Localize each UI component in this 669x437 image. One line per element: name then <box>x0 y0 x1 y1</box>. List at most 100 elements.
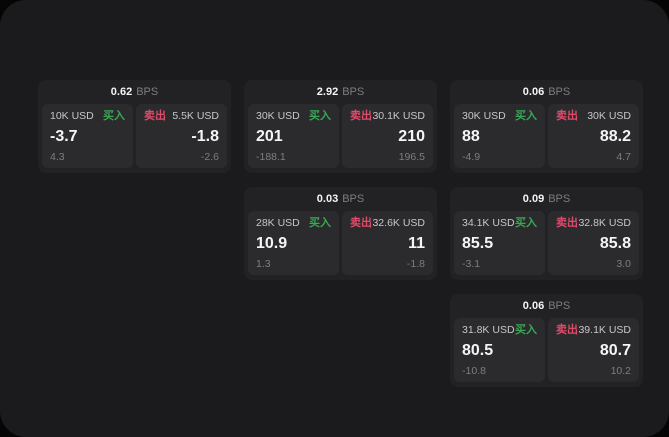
sell-size: 39.1K USD <box>578 324 631 337</box>
quote-card: 0.62 BPS 10K USD 买入 -3.7 4.3 卖出 5.5K USD… <box>38 80 231 173</box>
quote-card: 0.06 BPS 31.8K USD 买入 80.5 -10.8 卖出 39.1… <box>450 294 643 387</box>
buy-size: 30K USD <box>256 110 300 123</box>
sell-side-label: 卖出 <box>556 217 578 229</box>
buy-price: 201 <box>256 127 283 145</box>
sell-side-label: 卖出 <box>350 217 372 229</box>
spread-value: 0.03 <box>316 193 339 205</box>
buy-tile-top-row: 30K USD 买入 <box>256 111 331 122</box>
sell-price: 11 <box>408 234 425 252</box>
buy-tile-top-row: 34.1K USD 买入 <box>462 218 537 229</box>
buy-tile-top-row: 31.8K USD 买入 <box>462 325 537 336</box>
sell-quote-tile[interactable]: 卖出 30.1K USD 210 196.5 <box>342 104 433 168</box>
buy-change: 1.3 <box>256 257 271 270</box>
spread-value: 2.92 <box>316 86 339 98</box>
sell-side-label: 卖出 <box>144 110 166 122</box>
quote-card-body: 30K USD 买入 201 -188.1 卖出 30.1K USD 210 1… <box>244 104 437 173</box>
buy-size: 34.1K USD <box>462 217 515 230</box>
spread-unit-label: BPS <box>548 86 571 98</box>
sell-change: 4.7 <box>616 150 631 163</box>
buy-change: -3.1 <box>462 257 481 270</box>
buy-change: -188.1 <box>256 150 286 163</box>
spread-unit-label: BPS <box>548 300 571 312</box>
sell-price: 210 <box>398 127 425 145</box>
quote-card-body: 30K USD 买入 88 -4.9 卖出 30K USD 88.2 4.7 <box>450 104 643 173</box>
sell-tile-top-row: 卖出 32.6K USD <box>350 218 425 229</box>
sell-side-label: 卖出 <box>556 324 578 336</box>
buy-price: 88 <box>462 127 480 145</box>
buy-price: 80.5 <box>462 341 494 359</box>
buy-change: -10.8 <box>462 364 486 377</box>
quote-grid: 0.62 BPS 10K USD 买入 -3.7 4.3 卖出 5.5K USD… <box>38 80 643 387</box>
spread-unit-label: BPS <box>342 86 365 98</box>
spread-unit-label: BPS <box>342 193 365 205</box>
buy-side-label: 买入 <box>309 217 331 229</box>
sell-price: 80.7 <box>599 341 631 359</box>
sell-quote-tile[interactable]: 卖出 32.8K USD 85.8 3.0 <box>548 211 639 275</box>
quote-card: 0.09 BPS 34.1K USD 买入 85.5 -3.1 卖出 32.8K… <box>450 187 643 280</box>
buy-side-label: 买入 <box>515 110 537 122</box>
buy-side-label: 买入 <box>103 110 125 122</box>
buy-quote-tile[interactable]: 34.1K USD 买入 85.5 -3.1 <box>454 211 545 275</box>
quote-card: 0.03 BPS 28K USD 买入 10.9 1.3 卖出 32.6K US… <box>244 187 437 280</box>
buy-tile-top-row: 30K USD 买入 <box>462 111 537 122</box>
sell-quote-tile[interactable]: 卖出 32.6K USD 11 -1.8 <box>342 211 433 275</box>
buy-quote-tile[interactable]: 28K USD 买入 10.9 1.3 <box>248 211 339 275</box>
spread-header: 0.06 BPS <box>450 80 643 104</box>
sell-tile-top-row: 卖出 39.1K USD <box>556 325 631 336</box>
buy-tile-top-row: 28K USD 买入 <box>256 218 331 229</box>
quote-card: 2.92 BPS 30K USD 买入 201 -188.1 卖出 30.1K … <box>244 80 437 173</box>
sell-price: 88.2 <box>599 127 631 145</box>
sell-change: -2.6 <box>200 150 219 163</box>
buy-price: -3.7 <box>50 127 78 145</box>
quote-card-body: 34.1K USD 买入 85.5 -3.1 卖出 32.8K USD 85.8… <box>450 211 643 280</box>
spread-header: 0.62 BPS <box>38 80 231 104</box>
spread-header: 2.92 BPS <box>244 80 437 104</box>
sell-quote-tile[interactable]: 卖出 39.1K USD 80.7 10.2 <box>548 318 639 382</box>
sell-change: -1.8 <box>406 257 425 270</box>
buy-size: 10K USD <box>50 110 94 123</box>
buy-size: 30K USD <box>462 110 506 123</box>
buy-quote-tile[interactable]: 10K USD 买入 -3.7 4.3 <box>42 104 133 168</box>
sell-size: 32.8K USD <box>578 217 631 230</box>
sell-size: 30K USD <box>587 110 631 123</box>
buy-quote-tile[interactable]: 30K USD 买入 88 -4.9 <box>454 104 545 168</box>
quote-card-body: 10K USD 买入 -3.7 4.3 卖出 5.5K USD -1.8 -2.… <box>38 104 231 173</box>
buy-side-label: 买入 <box>515 217 537 229</box>
buy-quote-tile[interactable]: 31.8K USD 买入 80.5 -10.8 <box>454 318 545 382</box>
buy-tile-top-row: 10K USD 买入 <box>50 111 125 122</box>
spread-header: 0.06 BPS <box>450 294 643 318</box>
quote-card: 0.06 BPS 30K USD 买入 88 -4.9 卖出 30K USD 8… <box>450 80 643 173</box>
sell-size: 32.6K USD <box>372 217 425 230</box>
sell-price: -1.8 <box>191 127 219 145</box>
buy-quote-tile[interactable]: 30K USD 买入 201 -188.1 <box>248 104 339 168</box>
sell-quote-tile[interactable]: 卖出 5.5K USD -1.8 -2.6 <box>136 104 227 168</box>
spread-value: 0.09 <box>522 193 545 205</box>
sell-side-label: 卖出 <box>556 110 578 122</box>
sell-tile-top-row: 卖出 30K USD <box>556 111 631 122</box>
spread-unit-label: BPS <box>136 86 159 98</box>
quote-card-body: 28K USD 买入 10.9 1.3 卖出 32.6K USD 11 -1.8 <box>244 211 437 280</box>
sell-tile-top-row: 卖出 30.1K USD <box>350 111 425 122</box>
sell-change: 196.5 <box>398 150 425 163</box>
buy-change: 4.3 <box>50 150 65 163</box>
spread-value: 0.62 <box>110 86 133 98</box>
spread-value: 0.06 <box>522 300 545 312</box>
sell-side-label: 卖出 <box>350 110 372 122</box>
spread-unit-label: BPS <box>548 193 571 205</box>
sell-size: 5.5K USD <box>172 110 219 123</box>
buy-price: 10.9 <box>256 234 288 252</box>
sell-size: 30.1K USD <box>372 110 425 123</box>
spread-header: 0.09 BPS <box>450 187 643 211</box>
buy-side-label: 买入 <box>309 110 331 122</box>
sell-quote-tile[interactable]: 卖出 30K USD 88.2 4.7 <box>548 104 639 168</box>
sell-change: 3.0 <box>616 257 631 270</box>
sell-tile-top-row: 卖出 32.8K USD <box>556 218 631 229</box>
sell-price: 85.8 <box>599 234 631 252</box>
spread-header: 0.03 BPS <box>244 187 437 211</box>
buy-size: 31.8K USD <box>462 324 515 337</box>
buy-size: 28K USD <box>256 217 300 230</box>
sell-tile-top-row: 卖出 5.5K USD <box>144 111 219 122</box>
buy-price: 85.5 <box>462 234 494 252</box>
buy-change: -4.9 <box>462 150 481 163</box>
